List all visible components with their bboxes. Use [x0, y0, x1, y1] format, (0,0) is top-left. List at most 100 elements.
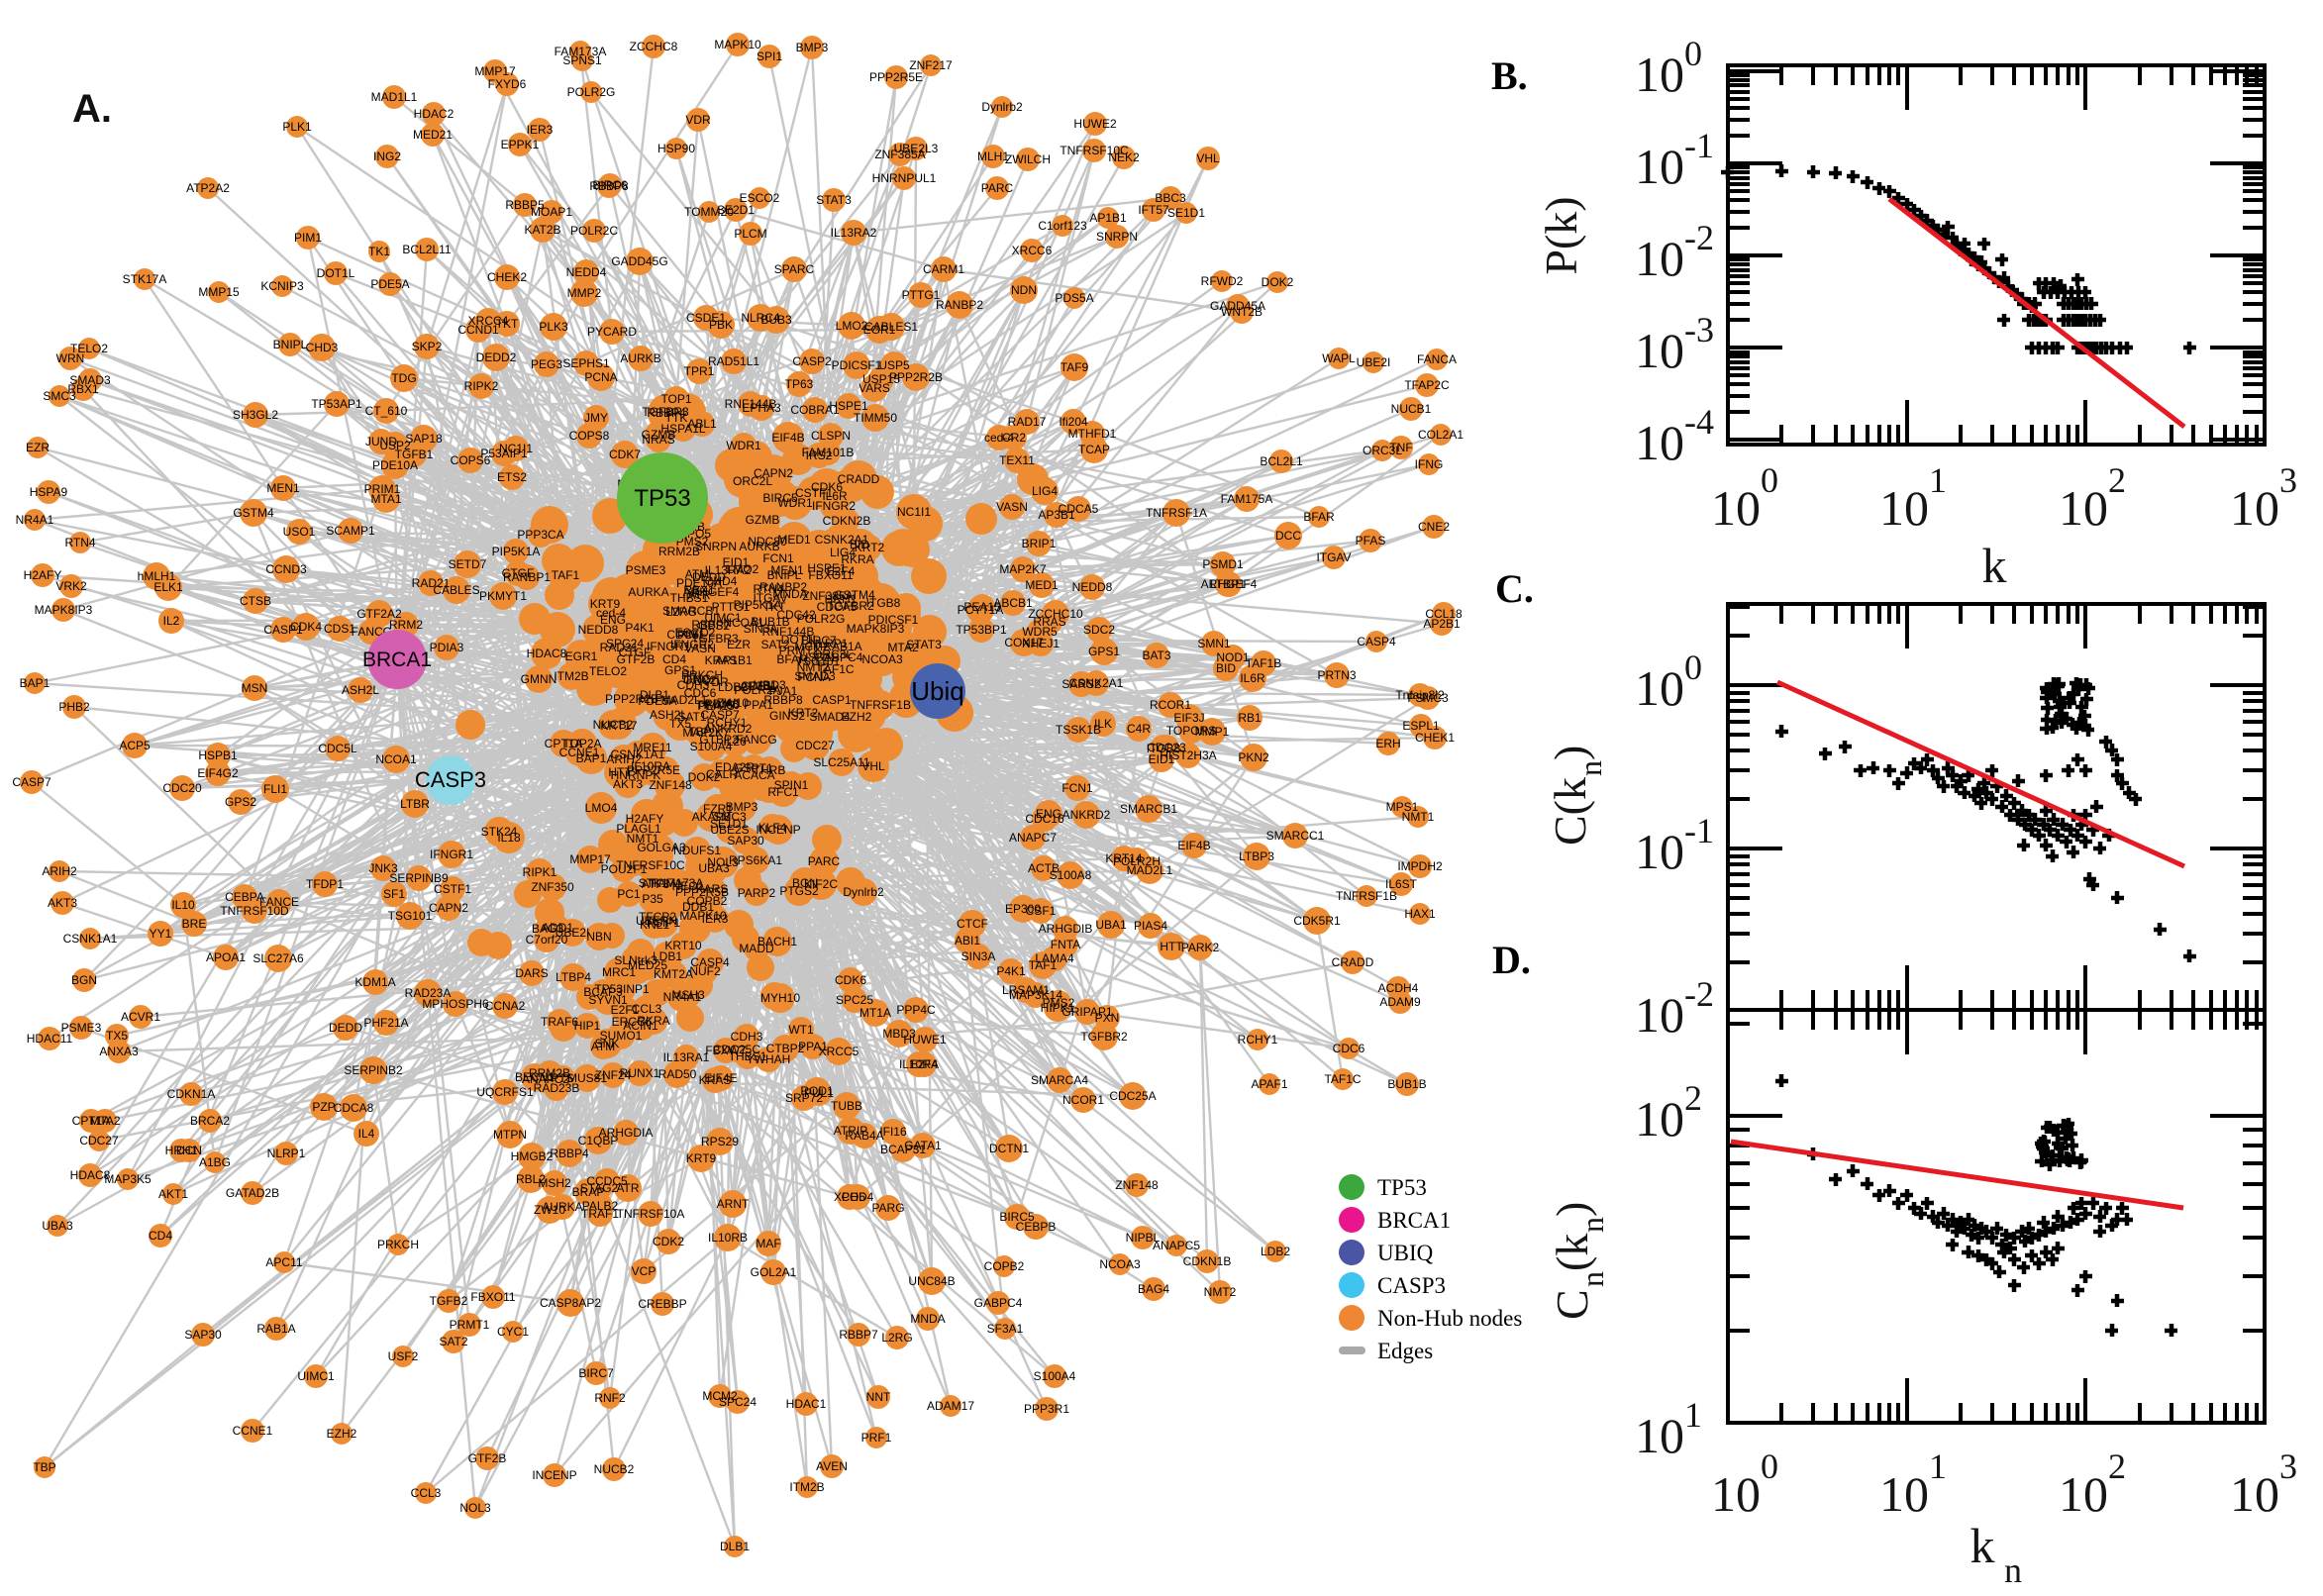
svg-text:UBE2L3: UBE2L3 — [894, 142, 939, 155]
svg-text:DLB1: DLB1 — [720, 1540, 750, 1553]
svg-text:KLF4: KLF4 — [758, 821, 787, 835]
svg-text:APAF1: APAF1 — [1251, 1077, 1287, 1091]
svg-text:KRT9: KRT9 — [590, 597, 621, 611]
svg-text:STAT3: STAT3 — [816, 193, 852, 207]
svg-text:DLB1: DLB1 — [640, 688, 669, 702]
svg-text:VRK2: VRK2 — [55, 579, 87, 593]
svg-text:NBN: NBN — [586, 930, 611, 944]
svg-text:CCL3: CCL3 — [632, 1002, 662, 1016]
svg-text:TBP: TBP — [688, 725, 711, 739]
svg-text:10: 10 — [1711, 1466, 1761, 1522]
svg-text:LTBP1: LTBP1 — [1210, 577, 1246, 591]
svg-text:ITGB8: ITGB8 — [866, 596, 901, 610]
svg-text:DOK2: DOK2 — [1262, 275, 1294, 289]
svg-text:FBXO11: FBXO11 — [808, 568, 853, 582]
svg-text:NOD1: NOD1 — [1216, 650, 1250, 664]
svg-text:CSDE1: CSDE1 — [686, 311, 726, 325]
svg-text:AP3B1: AP3B1 — [740, 679, 777, 693]
svg-text:S100A4: S100A4 — [690, 740, 733, 753]
svg-text:GSTM4: GSTM4 — [834, 588, 875, 602]
svg-text:PPA1: PPA1 — [798, 1040, 828, 1053]
svg-text:ANAPC7: ANAPC7 — [1009, 831, 1057, 845]
svg-text:CASP4: CASP4 — [1357, 635, 1396, 648]
svg-text:KDM1A: KDM1A — [354, 975, 395, 989]
svg-text:MRC1: MRC1 — [602, 965, 636, 979]
svg-text:BAP1: BAP1 — [576, 751, 607, 765]
svg-text:SPIN1: SPIN1 — [774, 778, 809, 792]
svg-text:SLC25A11: SLC25A11 — [813, 755, 869, 769]
svg-text:COBRA1: COBRA1 — [790, 403, 840, 417]
svg-text:ARNT: ARNT — [717, 1197, 750, 1211]
svg-text:CTCF: CTCF — [957, 917, 988, 931]
svg-text:MMP17: MMP17 — [569, 852, 611, 866]
svg-text:ATR: ATR — [687, 588, 710, 602]
svg-text:PIP5K1A: PIP5K1A — [492, 545, 541, 558]
svg-text:SE1D1: SE1D1 — [1167, 206, 1205, 220]
svg-text:PRMT1: PRMT1 — [779, 644, 820, 657]
svg-text:C1orf123: C1orf123 — [1038, 219, 1087, 233]
svg-text:10: 10 — [1879, 1466, 1929, 1522]
svg-text:NEK2: NEK2 — [1108, 150, 1140, 164]
svg-text:HSPE1: HSPE1 — [807, 561, 847, 575]
svg-text:CDC5L: CDC5L — [318, 742, 357, 755]
svg-text:CSNK2A1: CSNK2A1 — [1069, 676, 1124, 690]
svg-text:CCND3: CCND3 — [265, 562, 307, 576]
svg-text:PEA15: PEA15 — [697, 699, 735, 713]
svg-text:AKT3: AKT3 — [613, 777, 643, 791]
svg-text:TAF1C: TAF1C — [1324, 1072, 1361, 1086]
svg-text:RKRA: RKRA — [637, 1014, 669, 1028]
svg-text:EIF4B: EIF4B — [771, 431, 804, 445]
svg-text:SIN3A: SIN3A — [961, 949, 996, 963]
svg-text:SKP2: SKP2 — [412, 340, 443, 353]
svg-text:BNIPL: BNIPL — [767, 568, 802, 582]
svg-text:AURKB: AURKB — [739, 540, 779, 553]
svg-text:BIRC5: BIRC5 — [762, 491, 798, 505]
svg-text:ZW10: ZW10 — [717, 696, 749, 710]
svg-text:KRAS: KRAS — [705, 653, 738, 667]
svg-text:NCOA3: NCOA3 — [861, 652, 903, 666]
svg-text:CDC25A: CDC25A — [1109, 1089, 1156, 1103]
svg-text:PDICSF1: PDICSF1 — [832, 358, 882, 372]
svg-text:MAD2L1: MAD2L1 — [661, 693, 708, 707]
svg-text:NR4A1: NR4A1 — [16, 513, 54, 527]
svg-text:VCP: VCP — [632, 1264, 656, 1278]
svg-text:SLC27A6: SLC27A6 — [252, 951, 304, 965]
svg-text:10: 10 — [1635, 987, 1684, 1043]
svg-text:ZNF385A: ZNF385A — [874, 148, 925, 161]
svg-text:ITGAV: ITGAV — [753, 591, 787, 605]
svg-text:BID: BID — [850, 538, 869, 551]
svg-text:ESCO2: ESCO2 — [740, 191, 780, 205]
svg-text:ZNF350: ZNF350 — [531, 880, 574, 894]
svg-text:CDS1: CDS1 — [741, 679, 772, 693]
svg-text:FCN1: FCN1 — [1061, 781, 1093, 795]
svg-text:TCAP: TCAP — [1078, 443, 1110, 456]
svg-text:IL13RA1: IL13RA1 — [663, 1050, 710, 1064]
svg-text:ANKRD2: ANKRD2 — [704, 722, 753, 736]
svg-text:10: 10 — [1711, 480, 1761, 536]
svg-text:STAG2: STAG2 — [580, 1181, 619, 1195]
svg-text:NMT1: NMT1 — [627, 832, 659, 846]
svg-text:PBK: PBK — [709, 318, 733, 332]
svg-text:RKRA: RKRA — [841, 552, 873, 566]
svg-text:PPP3R1: PPP3R1 — [1024, 1402, 1069, 1416]
svg-text:KRT2: KRT2 — [788, 706, 819, 720]
svg-text:VASN: VASN — [684, 642, 716, 655]
svg-text:MLH1: MLH1 — [977, 150, 1009, 163]
svg-text:GATA1: GATA1 — [904, 1139, 942, 1152]
svg-text:PFAS: PFAS — [1356, 534, 1386, 548]
svg-text:PPA1: PPA1 — [744, 698, 773, 712]
svg-text:EIF3J: EIF3J — [1173, 711, 1204, 725]
svg-text:SMN1: SMN1 — [1197, 637, 1231, 650]
svg-text:PXN: PXN — [1095, 1011, 1120, 1025]
svg-text:BIRC6: BIRC6 — [592, 178, 628, 192]
svg-text:CCL3: CCL3 — [411, 1486, 442, 1500]
svg-text:1: 1 — [1684, 1395, 1702, 1435]
svg-text:NEO1: NEO1 — [672, 879, 705, 893]
svg-text:UIMC1: UIMC1 — [297, 1369, 335, 1383]
svg-text:TGFBR2: TGFBR2 — [827, 599, 874, 613]
svg-text:SNK: SNK — [595, 1037, 620, 1050]
svg-text:FZR1: FZR1 — [703, 802, 733, 816]
svg-text:CDC16: CDC16 — [1025, 812, 1064, 826]
svg-text:ITM2B: ITM2B — [554, 669, 588, 683]
svg-text:CDH3: CDH3 — [731, 1030, 763, 1044]
